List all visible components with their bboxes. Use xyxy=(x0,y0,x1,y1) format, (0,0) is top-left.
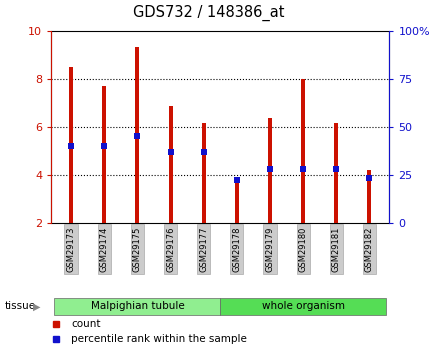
Bar xyxy=(102,86,106,223)
Text: GSM29174: GSM29174 xyxy=(100,226,109,272)
Text: GSM29173: GSM29173 xyxy=(67,226,76,272)
FancyBboxPatch shape xyxy=(220,298,386,315)
Bar xyxy=(301,79,305,223)
Text: whole organism: whole organism xyxy=(262,301,345,311)
Text: GSM29182: GSM29182 xyxy=(365,226,374,272)
Text: Malpighian tubule: Malpighian tubule xyxy=(90,301,184,311)
Bar xyxy=(235,179,239,223)
Text: count: count xyxy=(71,319,101,329)
Text: GDS732 / 148386_at: GDS732 / 148386_at xyxy=(134,5,285,21)
Bar xyxy=(169,107,173,223)
Text: GSM29181: GSM29181 xyxy=(332,226,341,272)
Text: percentile rank within the sample: percentile rank within the sample xyxy=(71,335,247,344)
FancyBboxPatch shape xyxy=(54,298,220,315)
Bar xyxy=(135,47,139,223)
Bar xyxy=(202,123,206,223)
Text: GSM29176: GSM29176 xyxy=(166,226,175,272)
Bar xyxy=(69,67,73,223)
Text: tissue: tissue xyxy=(4,302,36,311)
Text: ▶: ▶ xyxy=(32,302,40,311)
Text: GSM29180: GSM29180 xyxy=(299,226,307,272)
Bar xyxy=(334,123,338,223)
Bar xyxy=(368,170,372,223)
Bar xyxy=(268,118,272,223)
Text: GSM29178: GSM29178 xyxy=(232,226,241,272)
Text: GSM29175: GSM29175 xyxy=(133,226,142,272)
Text: GSM29179: GSM29179 xyxy=(266,226,275,272)
Text: GSM29177: GSM29177 xyxy=(199,226,208,272)
